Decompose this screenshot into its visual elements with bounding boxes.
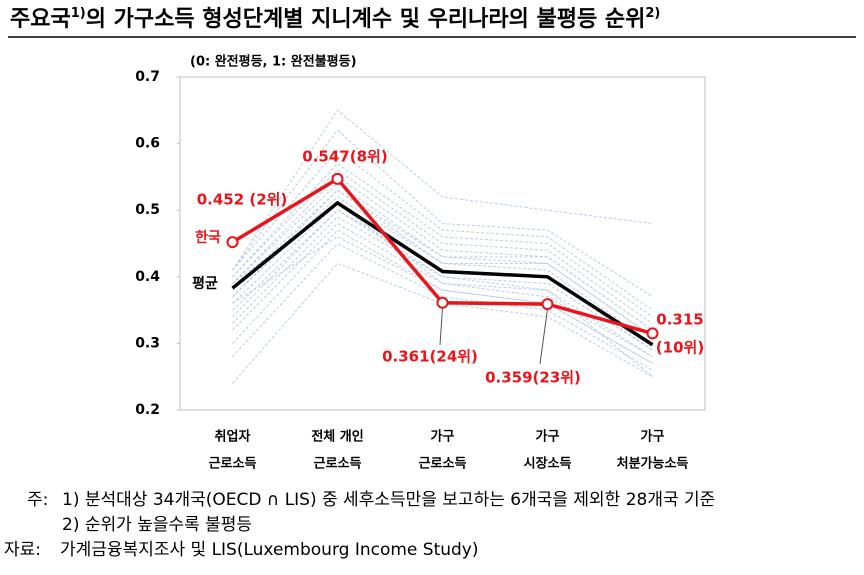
y-tick-label: 0.4 <box>135 269 160 285</box>
y-tick-label: 0.7 <box>135 69 160 85</box>
title-sup: 1) <box>71 6 86 21</box>
y-tick-label: 0.3 <box>135 335 160 351</box>
other-country-line <box>232 236 653 364</box>
other-country-line <box>232 109 653 271</box>
x-tick-label: 가구 <box>536 430 560 445</box>
other-country-line <box>232 129 653 298</box>
title-sup: 2) <box>645 6 660 21</box>
x-tick-label: 처분가능소득 <box>617 456 689 471</box>
chart: 주요국1)의 가구소득 형성단계별 지니계수 및 우리나라의 불평등 순위2) … <box>8 6 856 471</box>
series-line <box>231 200 654 347</box>
leader-line <box>539 309 548 365</box>
value-label: 0.361(24위) <box>382 348 478 366</box>
other-country-line <box>232 162 653 318</box>
other-country-line <box>232 222 653 358</box>
other-country-line <box>232 169 653 324</box>
plot-frame <box>179 76 706 411</box>
title-part: 주요국 <box>10 7 71 32</box>
series-label: 평균 <box>192 275 218 292</box>
other-country-line <box>232 202 653 344</box>
x-tick-label: 근로소득 <box>209 457 257 471</box>
other-country-line <box>232 176 653 331</box>
value-label: 0.315 <box>656 311 703 329</box>
x-tick-label: 근로소득 <box>419 457 467 471</box>
note-text: 1) 분석대상 34개국(OECD ∩ LIS) 중 세후소득만을 보고하는 6… <box>62 490 716 510</box>
chart-title: 주요국1)의 가구소득 형성단계별 지니계수 및 우리나라의 불평등 순위2) <box>10 6 660 33</box>
point <box>436 296 449 309</box>
x-tick-label: 전체 개인 <box>311 429 363 445</box>
note-prefix: 자료: <box>4 540 42 560</box>
other-country-line <box>232 209 653 351</box>
leader-line <box>439 307 443 346</box>
point <box>646 327 659 340</box>
note-text: 2) 순위가 높을수록 불평등 <box>62 515 253 535</box>
other-country-line <box>232 149 653 311</box>
subtitle: (0: 완전평등, 1: 완전불평등) <box>190 54 357 70</box>
y-tick-label: 0.6 <box>135 136 160 152</box>
x-tick-label: 시장소득 <box>524 456 572 471</box>
title-part: 의 가구소득 형성단계별 지니계수 및 우리나라의 불평등 순위 <box>86 7 646 32</box>
x-tick-label: 가구 <box>641 430 665 445</box>
point <box>331 172 344 185</box>
value-label: 0.452 (2위) <box>197 191 288 209</box>
other-country-line <box>232 209 653 351</box>
note-text: 가계금융복지조사 및 LIS(Luxembourg Income Study) <box>60 540 479 560</box>
x-tick-label: 근로소득 <box>314 457 362 471</box>
x-tick-label: 가구 <box>431 430 455 445</box>
value-label: (10위) <box>656 339 704 357</box>
y-tick-label: 0.2 <box>135 402 160 418</box>
series-label: 한국 <box>195 230 221 246</box>
point <box>226 236 239 249</box>
y-tick-label: 0.5 <box>135 202 160 218</box>
point <box>541 298 554 311</box>
x-tick-label: 취업자 <box>215 429 251 445</box>
value-label: 0.547(8위) <box>302 148 387 166</box>
value-label: 0.359(23위) <box>485 369 581 387</box>
note-prefix: 주: <box>27 490 49 510</box>
other-country-line <box>232 189 653 338</box>
